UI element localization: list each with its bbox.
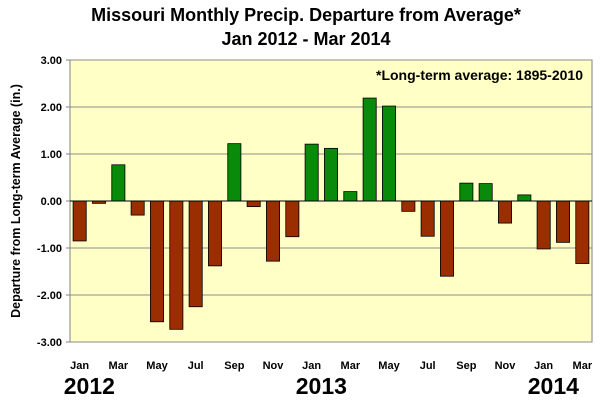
bar xyxy=(169,200,184,330)
chart-subtitle: Jan 2012 - Mar 2014 xyxy=(221,29,390,49)
x-tick-labels: Jan Mar May Jul Sep Nov Jan Mar May Jul Sep Nov Jan M… xyxy=(70,360,593,372)
bar xyxy=(556,200,570,243)
y-tick-labels: 3.00 2.00 1.00 0.00 -1.00 -2.00 -3.00 xyxy=(37,55,70,349)
bar xyxy=(401,200,416,212)
x-tick-label: Mar xyxy=(109,360,129,372)
bar xyxy=(304,143,319,202)
x-tick-label: Jul xyxy=(188,360,204,372)
y-tick-label: -1.00 xyxy=(37,243,62,255)
bar xyxy=(478,183,493,202)
year-label: 2012 xyxy=(64,373,115,399)
bar xyxy=(111,164,126,202)
year-labels: 2012 2013 2014 xyxy=(64,373,579,399)
bar xyxy=(324,147,338,202)
bar xyxy=(362,97,377,202)
bar xyxy=(575,200,590,264)
x-tick-label: Nov xyxy=(495,360,517,372)
chart-title: Missouri Monthly Precip. Departure from … xyxy=(91,5,521,25)
y-tick-label: 3.00 xyxy=(41,55,62,67)
x-tick-label: May xyxy=(146,360,168,372)
long-term-average-note: *Long-term average: 1895-2010 xyxy=(376,67,583,83)
bar xyxy=(285,200,300,238)
bar xyxy=(130,200,145,216)
x-tick-label: Nov xyxy=(263,360,285,372)
y-tick-label: -3.00 xyxy=(37,337,62,349)
x-tick-label: Jan xyxy=(70,360,89,372)
year-label: 2013 xyxy=(296,373,347,399)
y-tick-label: 1.00 xyxy=(41,149,62,161)
x-tick-label: Jan xyxy=(534,360,553,372)
y-tick-label: 0.00 xyxy=(41,196,62,208)
bar xyxy=(72,200,87,242)
bar xyxy=(208,200,222,267)
year-label: 2014 xyxy=(528,373,579,399)
bar xyxy=(440,200,454,277)
bar xyxy=(150,200,164,323)
bar xyxy=(536,200,551,250)
bar xyxy=(227,143,242,202)
bar xyxy=(188,200,203,308)
bar xyxy=(266,200,280,262)
bar xyxy=(246,200,261,208)
bar xyxy=(517,194,532,202)
x-tick-label: May xyxy=(378,360,400,372)
y-tick-label: -2.00 xyxy=(37,290,62,302)
bar xyxy=(459,182,474,202)
x-tick-label: Jul xyxy=(420,360,436,372)
y-tick-label: 2.00 xyxy=(41,102,62,114)
bar xyxy=(343,191,358,202)
bars xyxy=(72,97,590,330)
y-axis-label: Departure from Long-term Average (in.) xyxy=(9,84,23,318)
bar xyxy=(382,105,396,202)
x-tick-label: Jan xyxy=(302,360,321,372)
x-tick-label: Sep xyxy=(456,360,476,372)
x-tick-label: Mar xyxy=(573,360,593,372)
x-tick-label: Mar xyxy=(341,360,361,372)
bar xyxy=(420,200,435,237)
bar xyxy=(498,200,512,224)
x-tick-label: Sep xyxy=(224,360,244,372)
